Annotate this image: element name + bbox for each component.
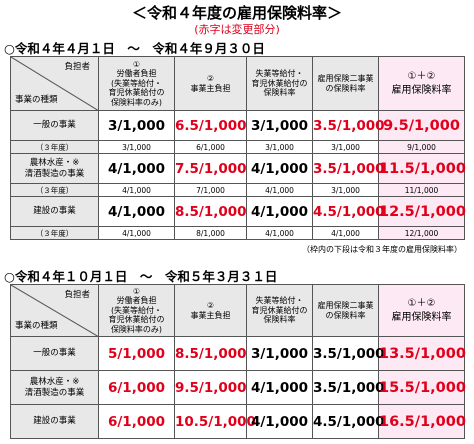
rate-cell: 3/1,000 <box>98 110 175 141</box>
diagonal-line <box>11 285 99 337</box>
column-header: 失業等給付・ 育児休業給付の 保険料率 <box>246 56 313 111</box>
business-type: 農林水産・※ 清酒製造の事業 <box>10 370 99 405</box>
data-row: 建設の事業 6/1,000 10.5/1,000 4/1,000 4.5/1,000 16… <box>10 404 466 439</box>
column-header: ① 労働者負担 (失業等給付・ 育児休業給付の 保険料率のみ) <box>98 56 175 111</box>
prior-year-label: （３年度） <box>10 140 99 154</box>
diagonal-line <box>11 57 99 111</box>
subtitle: (赤字は変更部分) <box>194 23 280 36</box>
data-row: 建設の事業 4/1,000 8.5/1,000 4/1,000 4.5/1,000 12.… <box>10 196 466 227</box>
rate-cell: 3.5/1,000 <box>312 153 385 184</box>
business-type: 一般の事業 <box>10 336 99 371</box>
rate-cell: 3/1,000 <box>246 336 313 371</box>
header-row: 負担者 事業の種類 ① 労働者負担 (失業等給付・ 育児休業給付の 保険料率のみ) ②… <box>10 284 465 337</box>
rate-cell: 6/1,000 <box>98 404 175 439</box>
business-type-label: 事業の種類 <box>15 94 58 105</box>
prior-rate-cell: 4/1,000 <box>312 226 379 240</box>
rate-cell: 3.5/1,000 <box>312 110 385 141</box>
table-note: （枠内の下段は令和３年度の雇用保険料率） <box>302 245 462 254</box>
prior-rate-cell: 7/1,000 <box>174 183 247 197</box>
header-row: 負担者 事業の種類 ① 労働者負担 (失業等給付・ 育児休業給付の 保険料率のみ) ②… <box>10 56 465 111</box>
rate-cell: 13.5/1,000 <box>378 336 466 371</box>
rate-cell: 3.5/1,000 <box>312 370 385 405</box>
prior-rate-cell: 3/1,000 <box>246 140 313 154</box>
prior-year-label: （３年度） <box>10 183 99 197</box>
rate-cell: 15.5/1,000 <box>378 370 466 405</box>
column-header: ① 労働者負担 (失業等給付・ 育児休業給付の 保険料率のみ) <box>98 284 175 337</box>
rate-cell: 4/1,000 <box>246 196 313 227</box>
prior-rate-cell: 3/1,000 <box>312 183 379 197</box>
prior-year-row: （３年度） 3/1,000 6/1,000 3/1,000 3/1,000 9/1,000 <box>10 140 465 154</box>
prior-rate-cell: 8/1,000 <box>174 226 247 240</box>
rate-cell: 8.5/1,000 <box>174 336 247 371</box>
rate-table: 負担者 事業の種類 ① 労働者負担 (失業等給付・ 育児休業給付の 保険料率のみ) ②… <box>10 56 466 240</box>
data-row: 農林水産・※ 清酒製造の事業 6/1,000 9.5/1,000 4/1,000 3.5… <box>10 370 466 405</box>
business-type: 建設の事業 <box>10 196 99 227</box>
prior-rate-cell: 3/1,000 <box>312 140 379 154</box>
prior-rate-cell: 4/1,000 <box>246 183 313 197</box>
data-row: 一般の事業 5/1,000 8.5/1,000 3/1,000 3.5/1,000 13.… <box>10 336 466 371</box>
rate-cell: 4.5/1,000 <box>312 404 385 439</box>
data-row: 一般の事業 3/1,000 6.5/1,000 3/1,000 3.5/1,000 9.5… <box>10 110 465 141</box>
prior-rate-cell: 3/1,000 <box>98 140 175 154</box>
rate-cell: 16.5/1,000 <box>378 404 466 439</box>
payer-label: 負担者 <box>64 290 90 300</box>
column-header: 雇用保険二事業 の保険料率 <box>312 284 379 337</box>
data-row: 農林水産・※ 清酒製造の事業 4/1,000 7.5/1,000 4/1,000 3.5… <box>10 153 466 184</box>
rate-cell: 4/1,000 <box>98 196 175 227</box>
rate-cell: 3.5/1,000 <box>312 336 385 371</box>
business-type: 建設の事業 <box>10 404 99 439</box>
title: ＜令和４年度の雇用保険料率＞ <box>131 4 342 22</box>
rate-cell: 5/1,000 <box>98 336 175 371</box>
prior-rate-cell: 6/1,000 <box>174 140 247 154</box>
column-header: ② 事業主負担 <box>174 56 247 111</box>
prior-rate-cell: 4/1,000 <box>98 183 175 197</box>
business-type: 農林水産・※ 清酒製造の事業 <box>10 153 99 184</box>
rate-cell: 9.5/1,000 <box>378 110 465 141</box>
rate-cell: 4/1,000 <box>98 153 175 184</box>
column-header: ①＋② 雇用保険料率 <box>378 56 465 111</box>
prior-rate-cell: 11/1,000 <box>378 183 465 197</box>
rate-cell: 4/1,000 <box>246 370 313 405</box>
prior-rate-cell: 4/1,000 <box>246 226 313 240</box>
diagonal-header: 負担者事業の種類 <box>10 284 99 337</box>
section-heading: ○令和４年１０月１日 ～ 令和５年３月３１日 <box>4 269 278 284</box>
payer-label: 負担者 <box>64 62 90 72</box>
rate-cell: 4.5/1,000 <box>312 196 385 227</box>
rate-cell: 10.5/1,000 <box>174 404 256 439</box>
prior-year-label: （３年度） <box>10 226 99 240</box>
rate-cell: 3/1,000 <box>246 110 313 141</box>
prior-year-row: （３年度） 4/1,000 7/1,000 4/1,000 3/1,000 11/1,00… <box>10 183 465 197</box>
column-header: 失業等給付・ 育児休業給付の 保険料率 <box>246 284 313 337</box>
rate-cell: 6/1,000 <box>98 370 175 405</box>
column-header: ② 事業主負担 <box>174 284 247 337</box>
rate-cell: 8.5/1,000 <box>174 196 247 227</box>
rate-cell: 7.5/1,000 <box>174 153 247 184</box>
rate-cell: 4/1,000 <box>246 153 313 184</box>
rate-cell: 6.5/1,000 <box>174 110 247 141</box>
section-heading: ○令和４年４月１日 ～ 令和４年９月３０日 <box>4 41 265 56</box>
diagonal-header: 負担者事業の種類 <box>10 56 99 111</box>
column-header: ①＋② 雇用保険料率 <box>378 284 465 337</box>
rate-cell: 11.5/1,000 <box>378 153 466 184</box>
prior-year-row: （３年度） 4/1,000 8/1,000 4/1,000 4/1,000 12/1,00… <box>10 226 465 240</box>
prior-rate-cell: 4/1,000 <box>98 226 175 240</box>
rate-cell: 12.5/1,000 <box>378 196 466 227</box>
business-type: 一般の事業 <box>10 110 99 141</box>
column-header: 雇用保険二事業 の保険料率 <box>312 56 379 111</box>
prior-rate-cell: 9/1,000 <box>378 140 465 154</box>
business-type-label: 事業の種類 <box>15 320 58 331</box>
rate-cell: 4/1,000 <box>246 404 313 439</box>
rate-cell: 9.5/1,000 <box>174 370 247 405</box>
rate-table: 負担者 事業の種類 ① 労働者負担 (失業等給付・ 育児休業給付の 保険料率のみ) ②… <box>10 284 466 439</box>
prior-rate-cell: 12/1,000 <box>378 226 465 240</box>
